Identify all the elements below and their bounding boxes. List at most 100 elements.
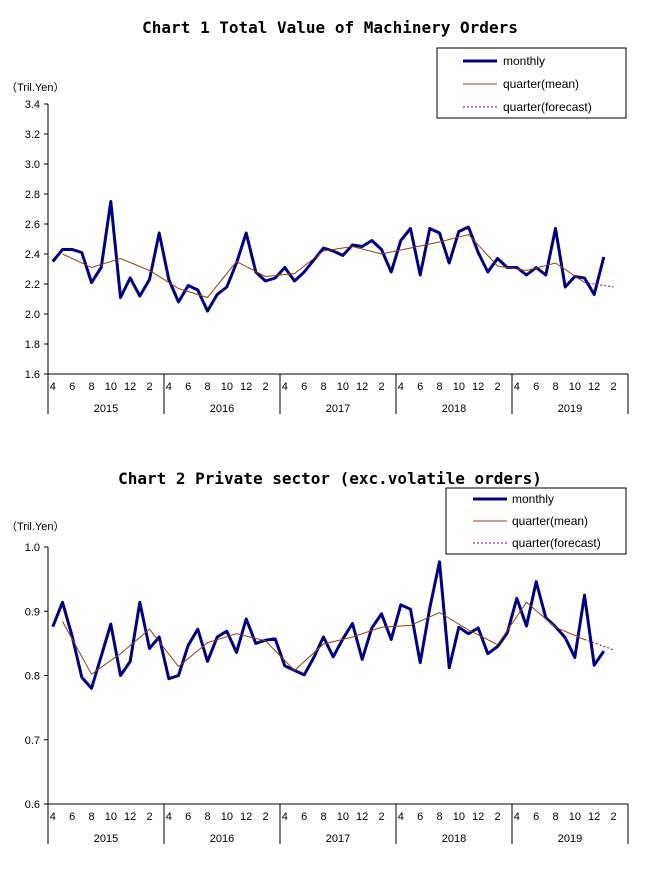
chart-2-y-tick-labels: 0.6 0.7 0.8 0.9 1.0 bbox=[25, 542, 48, 811]
chart-2-unit-label: （Tril.Yen） bbox=[6, 520, 64, 533]
chart-2-x-tick-label: 10 bbox=[105, 811, 117, 823]
chart-1-x-tick-label: 6 bbox=[69, 381, 75, 393]
chart-2-x-tick-label: 6 bbox=[417, 811, 423, 823]
chart-2-x-tick-label: 10 bbox=[337, 811, 349, 823]
chart-2-series-monthly bbox=[51, 560, 606, 690]
chart-2-legend-mean: quarter(mean) bbox=[512, 514, 588, 528]
chart-2-x-tick-label: 2 bbox=[146, 811, 152, 823]
chart-1-y-tick-label: 2.0 bbox=[25, 309, 40, 321]
chart-1-x-tick-label: 4 bbox=[166, 381, 172, 393]
chart-1-x-tick-label: 8 bbox=[204, 381, 210, 393]
chart-2-year-label: 2019 bbox=[558, 833, 582, 845]
chart-2-x-tick-label: 6 bbox=[301, 811, 307, 823]
chart-2-x-tick-label: 6 bbox=[185, 811, 191, 823]
chart-1-title: Chart 1 Total Value of Machinery Orders bbox=[142, 18, 518, 37]
chart-2-x-tick-labels: 4 6 8 10 12 2 4 6 8 10 12 2 4 6 8 10 12 2 4 6 8 10 12 2 4 6 8 10 12 2… bbox=[50, 811, 617, 845]
chart-1-y-tick-label: 2.6 bbox=[25, 219, 40, 231]
chart-2-x-tick-label: 2 bbox=[610, 811, 616, 823]
chart-2-series-mean bbox=[62, 601, 585, 675]
chart-1-unit-label: （Tril.Yen） bbox=[6, 81, 64, 94]
chart-1-legend: monthly quarter(mean) quarter(forecast) bbox=[436, 47, 627, 119]
chart-1-legend-forecast: quarter(forecast) bbox=[503, 100, 592, 114]
chart-1-x-tick-label: 4 bbox=[398, 381, 404, 393]
chart-2-x-tick-label: 4 bbox=[398, 811, 404, 823]
chart-2-x-tick-label: 10 bbox=[221, 811, 233, 823]
chart-1-x-tick-label: 8 bbox=[88, 381, 94, 393]
chart-2-legend-forecast: quarter(forecast) bbox=[512, 536, 601, 550]
chart-2-x-tick-label: 6 bbox=[69, 811, 75, 823]
chart-1-y-tick-labels: 1.6 1.8 2.0 2.2 2.4 2.6 2.8 3.0 3.2 3.4 bbox=[25, 99, 48, 381]
chart-1-year-label: 2015 bbox=[94, 403, 118, 415]
chart-1-year-label: 2019 bbox=[558, 403, 582, 415]
chart-2-x-tick-label: 10 bbox=[569, 811, 581, 823]
chart-1-x-tick-label: 8 bbox=[552, 381, 558, 393]
chart-1-y-tick-label: 2.4 bbox=[25, 249, 40, 261]
chart-1-series-monthly bbox=[51, 200, 606, 313]
chart-2-y-tick-label: 0.6 bbox=[25, 799, 40, 811]
chart-2-legend-monthly: monthly bbox=[512, 492, 554, 506]
chart-1-series-mean bbox=[62, 233, 585, 299]
chart-1-x-tick-labels: 4 6 8 10 12 2 4 6 8 10 12 2 4 6 8 10 12 2 4 6 8 10 12 2 4 6 8 10 12 2… bbox=[50, 381, 617, 415]
chart-1-x-tick-label: 10 bbox=[453, 381, 465, 393]
chart-2-y-tick-label: 0.7 bbox=[25, 735, 40, 747]
chart-2-x-tick-label: 8 bbox=[436, 811, 442, 823]
chart-2-x-tick-label: 12 bbox=[588, 811, 600, 823]
chart-1-x-tick-label: 10 bbox=[569, 381, 581, 393]
chart-1-series bbox=[51, 200, 614, 313]
chart-1-y-tick-label: 2.8 bbox=[25, 189, 40, 201]
chart-2-y-tick-label: 0.9 bbox=[25, 606, 40, 618]
chart-1-x-tick-label: 8 bbox=[320, 381, 326, 393]
chart-1-legend-mean: quarter(mean) bbox=[503, 77, 579, 91]
chart-2-x-tick-label: 8 bbox=[552, 811, 558, 823]
chart-1-x-tick-label: 12 bbox=[124, 381, 136, 393]
chart-2-year-label: 2017 bbox=[326, 833, 350, 845]
chart-1-x-tick-label: 10 bbox=[337, 381, 349, 393]
chart-1-x-tick-label: 2 bbox=[610, 381, 616, 393]
chart-1-y-tick-label: 3.2 bbox=[25, 129, 40, 141]
chart-2-axes bbox=[47, 547, 629, 844]
chart-2-x-tick-label: 2 bbox=[262, 811, 268, 823]
chart-2: Chart 2 Private sector (exc.volatile ord… bbox=[6, 469, 629, 845]
chart-1-legend-monthly: monthly bbox=[503, 54, 545, 68]
chart-1-year-label: 2017 bbox=[326, 403, 350, 415]
chart-1-x-tick-label: 6 bbox=[417, 381, 423, 393]
chart-1-x-tick-label: 8 bbox=[436, 381, 442, 393]
chart-2-title: Chart 2 Private sector (exc.volatile ord… bbox=[118, 469, 542, 488]
chart-1-x-tick-label: 4 bbox=[282, 381, 288, 393]
chart-1-x-tick-label: 12 bbox=[588, 381, 600, 393]
chart-1-y-tick-label: 3.4 bbox=[25, 99, 40, 111]
chart-1-axes bbox=[47, 104, 629, 414]
chart-1-x-tick-label: 12 bbox=[472, 381, 484, 393]
chart-1-x-tick-label: 10 bbox=[221, 381, 233, 393]
chart-2-x-tick-label: 10 bbox=[453, 811, 465, 823]
chart-2-x-tick-label: 4 bbox=[50, 811, 56, 823]
chart-1-x-tick-label: 4 bbox=[50, 381, 56, 393]
chart-1-x-tick-label: 2 bbox=[378, 381, 384, 393]
chart-1-x-tick-label: 6 bbox=[533, 381, 539, 393]
chart-1-x-tick-label: 12 bbox=[356, 381, 368, 393]
chart-1-x-tick-label: 2 bbox=[262, 381, 268, 393]
chart-2-x-tick-label: 8 bbox=[204, 811, 210, 823]
chart-1-year-label: 2018 bbox=[442, 403, 466, 415]
chart-2-x-tick-label: 4 bbox=[514, 811, 520, 823]
chart-2-x-tick-label: 2 bbox=[494, 811, 500, 823]
chart-2-series-forecast bbox=[584, 639, 614, 651]
chart-1-x-tick-label: 6 bbox=[301, 381, 307, 393]
chart-2-y-tick-label: 0.8 bbox=[25, 671, 40, 683]
chart-1-x-tick-label: 4 bbox=[514, 381, 520, 393]
chart-1-x-tick-label: 2 bbox=[146, 381, 152, 393]
chart-1-y-tick-label: 2.2 bbox=[25, 279, 40, 291]
chart-2-x-tick-label: 12 bbox=[356, 811, 368, 823]
chart-2-year-label: 2015 bbox=[94, 833, 118, 845]
chart-2-x-tick-label: 6 bbox=[533, 811, 539, 823]
chart-1-series-forecast bbox=[584, 282, 614, 288]
chart-1-year-label: 2016 bbox=[210, 403, 234, 415]
chart-2-x-tick-label: 12 bbox=[240, 811, 252, 823]
chart-1-y-tick-label: 3.0 bbox=[25, 159, 40, 171]
chart-2-x-tick-label: 4 bbox=[166, 811, 172, 823]
chart-1-y-tick-label: 1.6 bbox=[25, 369, 40, 381]
chart-2-x-tick-label: 8 bbox=[320, 811, 326, 823]
chart-1-x-tick-label: 2 bbox=[494, 381, 500, 393]
chart-2-x-tick-label: 12 bbox=[472, 811, 484, 823]
